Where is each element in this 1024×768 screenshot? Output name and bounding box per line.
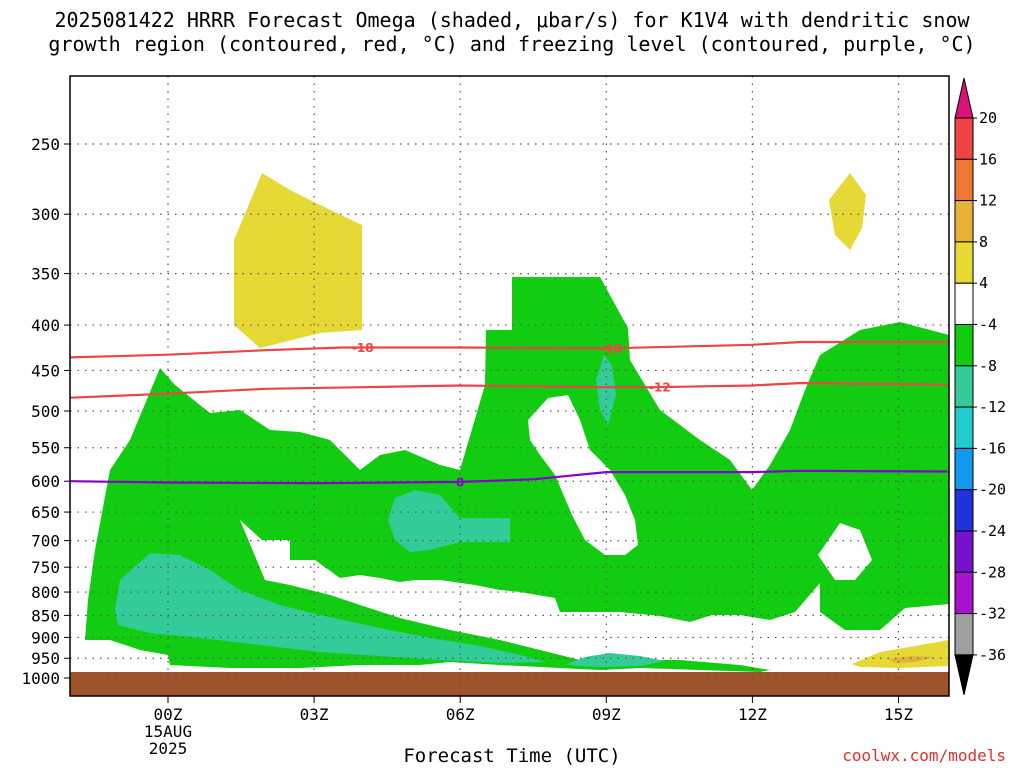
y-tick-label: 350 — [31, 265, 60, 284]
colorbar-label: -32 — [979, 605, 1006, 623]
colorbar-swatch — [954, 613, 974, 656]
colorbar-swatch — [954, 241, 974, 284]
colorbar-label: -20 — [979, 481, 1006, 499]
contour-label: -12 — [649, 381, 671, 395]
colorbar-label: 8 — [979, 233, 988, 251]
colorbar-swatch — [954, 200, 974, 243]
y-axis: 250 300 350 400 450 500 550 600 650 700 750 800 850 9… — [21, 135, 70, 688]
omega-region-plus4-14z — [829, 173, 866, 250]
x-tick-label: 12Z — [738, 705, 767, 724]
x-tick-label: 2025 — [149, 739, 188, 758]
colorbar-arrow-bottom — [954, 654, 974, 696]
y-tick-label: 900 — [31, 628, 60, 647]
colorbar-swatch — [954, 282, 974, 326]
credit-text: coolwx.com/models — [842, 746, 1006, 765]
plot-frame — [69, 75, 950, 697]
y-tick-label: 650 — [31, 503, 60, 522]
y-tick-label: 850 — [31, 606, 60, 625]
omega-region-minus8-mid — [388, 490, 510, 552]
colorbar-swatch — [954, 324, 974, 367]
colorbar-arrow-top — [954, 77, 974, 119]
omega-region-minus4 — [85, 277, 949, 672]
colorbar-swatch — [954, 530, 974, 573]
y-tick-label: 450 — [31, 361, 60, 380]
omega-region-plus8-15z — [888, 656, 935, 663]
contour-line — [70, 469, 948, 485]
colorbar-label: -12 — [979, 398, 1006, 416]
omega-region-minus8-lower — [115, 553, 545, 663]
x-tick-label: 09Z — [592, 705, 621, 724]
x-axis-label: Forecast Time (UTC) — [403, 745, 621, 767]
colorbar-label: -24 — [979, 522, 1006, 540]
chart-title-line1: 2025081422 HRRR Forecast Omega (shaded, … — [54, 8, 970, 32]
y-tick-label: 800 — [31, 583, 60, 602]
colorbar-label: 20 — [979, 109, 997, 127]
colorbar-label: 16 — [979, 150, 997, 168]
y-tick-label: 600 — [31, 472, 60, 491]
contour-label: -18 — [352, 341, 374, 355]
ground-surface — [70, 672, 949, 696]
y-tick-label: 950 — [31, 649, 60, 668]
x-tick-label: 15AUG — [144, 722, 192, 741]
omega-region-minus8-09z — [565, 653, 665, 667]
omega-region-minus8-sliver — [596, 355, 616, 425]
contour-line — [70, 340, 948, 359]
contour-label: -18 — [600, 342, 622, 356]
y-tick-label: 400 — [31, 316, 60, 335]
x-tick-label: 00Z — [154, 705, 183, 724]
x-tick-label: 15Z — [884, 705, 913, 724]
x-tick-label: 03Z — [300, 705, 329, 724]
colorbar-label: 4 — [979, 274, 988, 292]
omega-shading — [85, 173, 949, 672]
y-tick-label: 250 — [31, 135, 60, 154]
colorbar-swatch — [954, 406, 974, 449]
contour-line — [70, 381, 948, 399]
chart-title-line2: growth region (contoured, red, °C) and f… — [48, 32, 976, 56]
y-tick-label: 750 — [31, 558, 60, 577]
colorbar-label: -4 — [979, 316, 997, 334]
colorbar-swatch — [954, 489, 974, 532]
colorbar-swatch — [954, 117, 974, 160]
omega-hole-14z — [818, 523, 872, 580]
colorbar-swatch — [954, 571, 974, 615]
colorbar-label: -8 — [979, 357, 997, 375]
y-tick-label: 550 — [31, 439, 60, 458]
omega-region-plus4-02z — [234, 173, 362, 348]
colorbar-swatch — [954, 158, 974, 202]
colorbar-swatch — [954, 447, 974, 491]
chart-title: 2025081422 HRRR Forecast Omega (shaded, … — [0, 8, 1024, 56]
colorbar-swatch — [954, 365, 974, 408]
y-tick-label: 500 — [31, 402, 60, 421]
colorbar-label: -36 — [979, 646, 1006, 664]
contour-lines: -18 -18 -12 0 — [70, 340, 948, 489]
colorbar-label: -28 — [979, 563, 1006, 581]
colorbar: 20 16 12 8 4 -4 -8 -12 -16 -20 -24 -28 -32 -36 — [954, 77, 1006, 696]
contour-label: 0 — [456, 475, 464, 489]
x-tick-label: 06Z — [446, 705, 475, 724]
colorbar-label: -16 — [979, 439, 1006, 457]
y-tick-label: 700 — [31, 532, 60, 551]
y-tick-label: 1000 — [21, 669, 60, 688]
y-tick-label: 300 — [31, 205, 60, 224]
omega-region-plus4-15z — [852, 640, 949, 668]
colorbar-label: 12 — [979, 192, 997, 210]
